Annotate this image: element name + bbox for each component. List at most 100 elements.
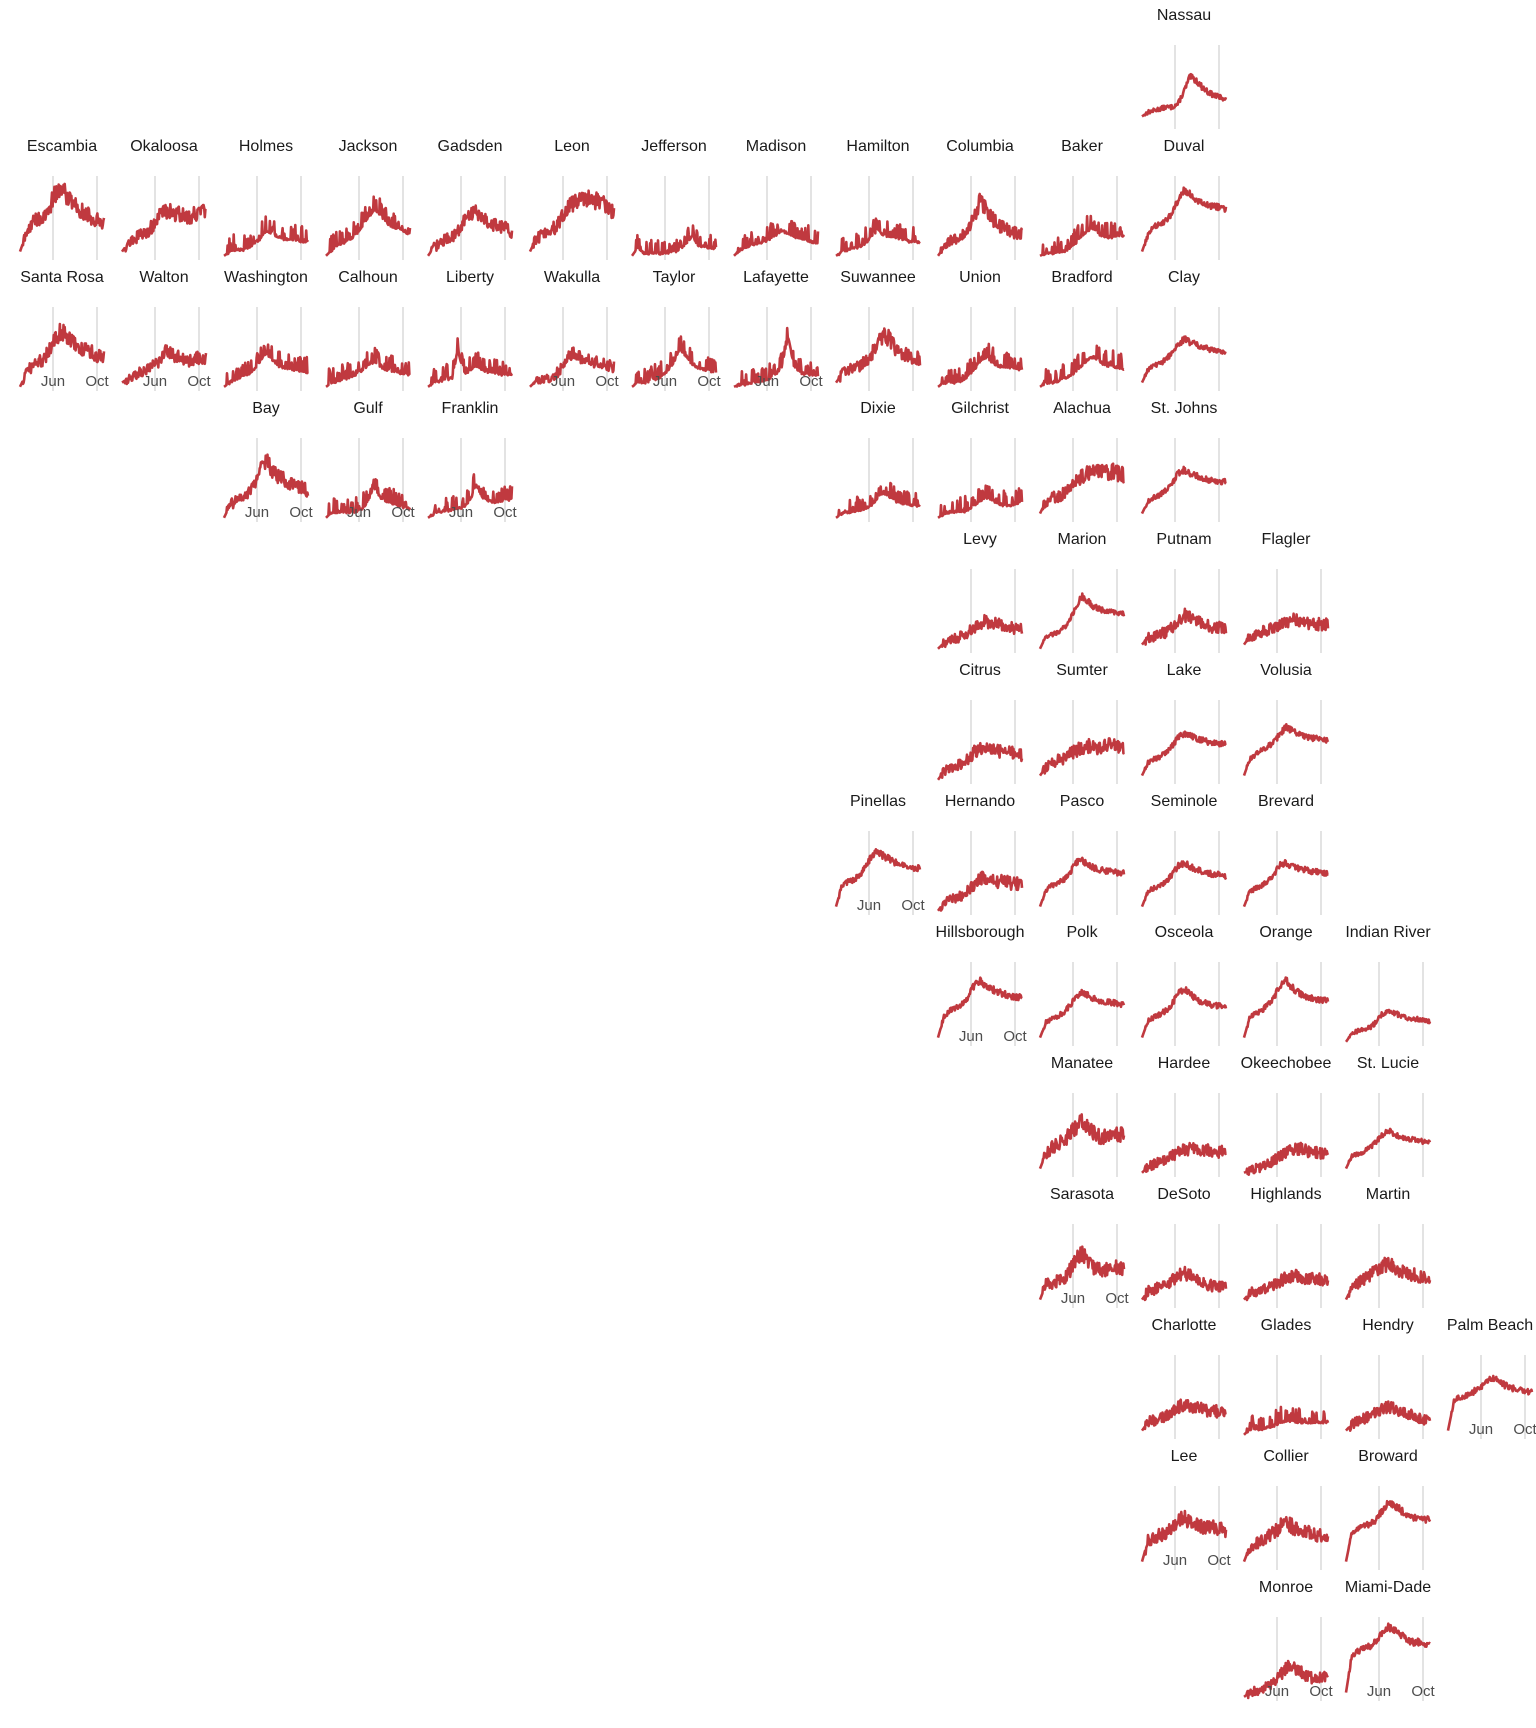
facet-title: Bradford xyxy=(1051,269,1113,286)
series-line xyxy=(121,344,208,386)
tick-label-jun: Jun xyxy=(652,373,678,390)
tick-label-oct: Oct xyxy=(1003,1028,1027,1045)
series-line xyxy=(1344,1622,1431,1693)
series-line xyxy=(631,335,718,388)
facet-title: Pinellas xyxy=(849,793,907,810)
facet-title: Brevard xyxy=(1257,793,1315,810)
facet-plot xyxy=(1140,307,1227,391)
facet-bay: Bay Jun Oct xyxy=(215,394,317,524)
facet-plot xyxy=(936,962,1023,1046)
facet-plot xyxy=(1038,831,1126,915)
series-line xyxy=(835,217,921,257)
facet-title: Sumter xyxy=(1056,662,1108,679)
facet-title: Martin xyxy=(1365,1186,1411,1203)
facet-title: Taylor xyxy=(652,269,696,286)
facet-plot xyxy=(18,176,106,260)
series-line xyxy=(325,478,412,519)
facet-plot xyxy=(223,307,309,391)
facet-leon: Leon xyxy=(521,132,623,262)
tick-label-jun: Jun xyxy=(958,1028,984,1045)
tick-label-oct: Oct xyxy=(1207,1552,1231,1569)
facet-plot xyxy=(631,307,718,391)
series-line xyxy=(1242,1515,1330,1563)
facet-title: Manatee xyxy=(1050,1055,1114,1072)
facet-title: Marion xyxy=(1057,531,1107,548)
facet-indian-river: Indian River xyxy=(1337,918,1439,1048)
series-line xyxy=(1141,72,1228,118)
facet-title: Liberty xyxy=(445,269,495,286)
series-line xyxy=(426,204,514,257)
facet-title: Jackson xyxy=(338,138,398,155)
tick-label-jun: Jun xyxy=(856,897,882,914)
series-line xyxy=(1038,1245,1126,1301)
series-line xyxy=(1345,1400,1432,1432)
facet-title: Lake xyxy=(1166,662,1202,679)
facet-jackson: Jackson xyxy=(317,132,419,262)
tick-label-oct: Oct xyxy=(697,373,721,390)
series-line xyxy=(1344,1127,1432,1170)
facet-title: Duval xyxy=(1163,138,1205,155)
facet-plot xyxy=(1242,962,1330,1046)
facet-plot xyxy=(1038,569,1126,653)
facet-title: Osceola xyxy=(1154,924,1214,941)
facet-title: Charlotte xyxy=(1151,1317,1217,1334)
series-line xyxy=(834,847,922,907)
facet-plot xyxy=(1344,1224,1432,1308)
facet-union: Union xyxy=(929,263,1031,393)
tick-label-oct: Oct xyxy=(493,504,517,521)
facet-suwannee: Suwannee xyxy=(827,263,929,393)
facet-st-johns: St. Johns xyxy=(1133,394,1235,524)
tick-label-oct: Oct xyxy=(1105,1290,1129,1307)
series-line xyxy=(1038,1113,1126,1170)
facet-plot xyxy=(1140,1355,1227,1439)
series-line xyxy=(1140,730,1227,777)
series-line xyxy=(1141,1141,1227,1174)
facet-title: Columbia xyxy=(946,138,1014,155)
facet-plot xyxy=(1242,1486,1330,1570)
series-line xyxy=(223,215,310,257)
facet-levy: Levy xyxy=(929,525,1031,655)
facet-jefferson: Jefferson xyxy=(623,132,725,262)
series-line xyxy=(529,346,616,388)
series-line xyxy=(1038,462,1125,515)
facet-lake: Lake xyxy=(1133,656,1235,786)
series-line xyxy=(1038,988,1126,1039)
facet-volusia: Volusia xyxy=(1235,656,1337,786)
facet-title: Holmes xyxy=(238,138,294,155)
facet-title: Jefferson xyxy=(641,138,707,155)
facet-title: Gilchrist xyxy=(951,400,1009,417)
tick-label-jun: Jun xyxy=(1366,1683,1392,1700)
facet-hernando: Hernando xyxy=(929,787,1031,917)
facet-title: Baker xyxy=(1061,138,1103,155)
facet-plot xyxy=(937,438,1024,522)
facet-plot xyxy=(1038,962,1126,1046)
tick-label-oct: Oct xyxy=(85,373,109,390)
series-line xyxy=(1140,335,1227,384)
facet-title: Palm Beach xyxy=(1446,1317,1534,1334)
facet-plot xyxy=(325,438,412,522)
facet-title: Okeechobee xyxy=(1240,1055,1332,1072)
facet-title: Glades xyxy=(1260,1317,1312,1334)
facet-monroe: Monroe Jun Oct xyxy=(1235,1573,1337,1703)
facet-title: Suwannee xyxy=(840,269,916,286)
facet-gilchrist: Gilchrist xyxy=(929,394,1031,524)
series-line xyxy=(1344,1008,1432,1043)
series-line xyxy=(937,484,1024,519)
series-line xyxy=(937,613,1024,650)
facet-plot xyxy=(1243,1224,1330,1308)
facet-plot xyxy=(733,307,820,391)
facet-baker: Baker xyxy=(1031,132,1133,262)
series-line xyxy=(1243,1268,1330,1302)
series-line xyxy=(936,976,1023,1038)
facet-title: St. Johns xyxy=(1150,400,1218,417)
series-line xyxy=(630,224,718,257)
facet-plot xyxy=(835,176,921,260)
series-line xyxy=(1140,465,1227,515)
facet-plot xyxy=(1140,176,1228,260)
facet-hamilton: Hamilton xyxy=(827,132,929,262)
facet-citrus: Citrus xyxy=(929,656,1031,786)
facet-plot xyxy=(834,307,922,391)
facet-gulf: Gulf Jun Oct xyxy=(317,394,419,524)
facet-plot xyxy=(223,176,310,260)
series-line xyxy=(1344,1499,1432,1562)
